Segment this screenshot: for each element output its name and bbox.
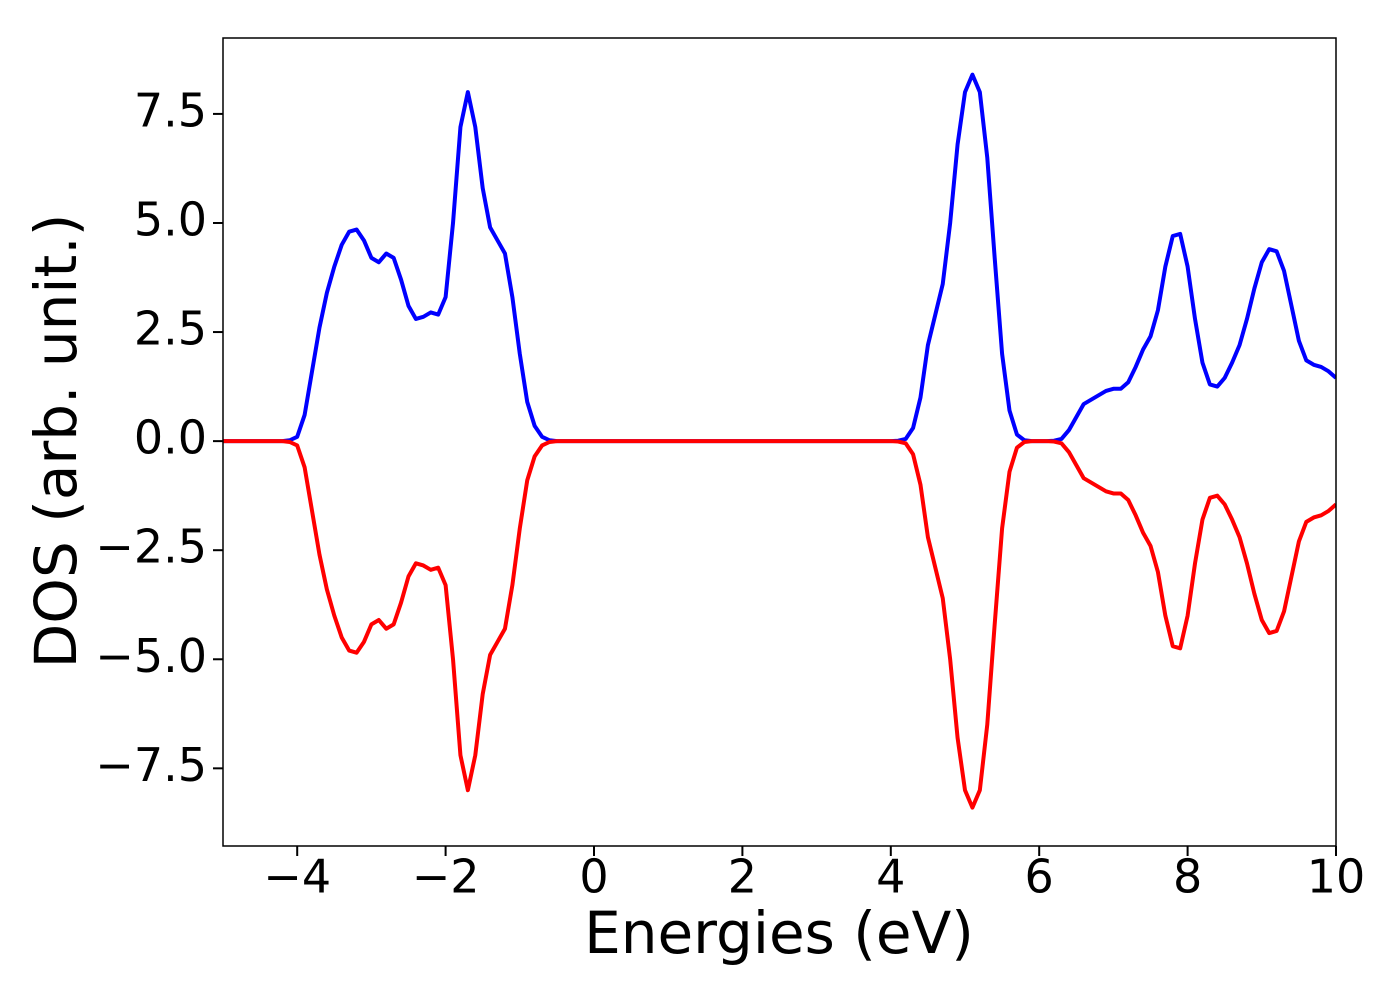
x-tick-label: 4 bbox=[876, 850, 905, 904]
y-tick-label: −2.5 bbox=[95, 520, 207, 574]
y-tick-label: 0.0 bbox=[134, 411, 207, 465]
y-axis-label: DOS (arb. unit.) bbox=[22, 214, 90, 669]
y-tick-label: −7.5 bbox=[95, 738, 207, 792]
x-tick-label: 6 bbox=[1025, 850, 1054, 904]
plot-frame bbox=[222, 37, 1337, 847]
y-tick-label: −5.0 bbox=[95, 629, 207, 683]
x-tick-label: 10 bbox=[1307, 850, 1366, 904]
x-tick-label: 2 bbox=[728, 850, 757, 904]
x-tick-label: −4 bbox=[263, 850, 331, 904]
y-tick-label: 7.5 bbox=[134, 83, 207, 137]
y-tick-label: 5.0 bbox=[134, 192, 207, 246]
x-tick-label: 0 bbox=[579, 850, 608, 904]
x-axis-label: Energies (eV) bbox=[584, 899, 974, 967]
x-tick-label: −2 bbox=[412, 850, 480, 904]
y-tick-label: 2.5 bbox=[134, 302, 207, 356]
series-line bbox=[223, 439, 1336, 810]
x-tick-label: 8 bbox=[1173, 850, 1202, 904]
series-line bbox=[223, 72, 1336, 444]
